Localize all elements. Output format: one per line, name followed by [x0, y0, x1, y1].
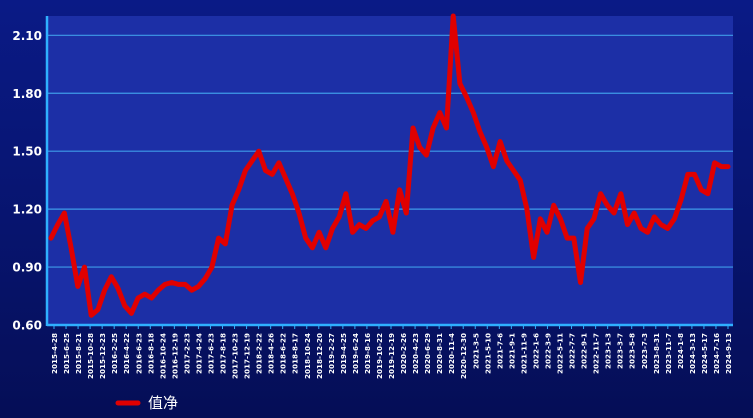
y-tick-labels: 0.60 0.90 1.20 1.50 1.80 2.10 [12, 29, 42, 333]
x-tick-label: 2019-2-27 [327, 333, 336, 374]
x-tick-label: 2019-6-24 [351, 333, 360, 374]
x-tick-label: 2019-8-16 [363, 333, 372, 374]
x-tick-label: 2018-10-24 [303, 333, 312, 379]
x-tick-label: 2021-9-1 [507, 333, 516, 369]
y-tick-label: 0.90 [12, 261, 42, 275]
x-tick-label: 2019-12-19 [387, 333, 396, 379]
x-tick-labels: 2015-4-28 2015-6-25 2015-8-21 2015-10-28 201… [50, 333, 733, 379]
x-tick-label: 2017-4-24 [194, 333, 203, 374]
x-tick-label: 2024-9-13 [724, 333, 733, 374]
x-tick-label: 2023-7-3 [640, 333, 649, 369]
x-tick-label: 2022-5-11 [556, 333, 565, 374]
x-tick-label: 2016-12-19 [170, 333, 179, 379]
x-tick-label: 2015-12-23 [98, 333, 107, 379]
y-tick-label: 1.20 [12, 203, 42, 217]
x-tick-label: 2021-11-9 [519, 333, 528, 374]
x-tick-label: 2016-4-22 [122, 333, 131, 374]
y-tick-label: 2.10 [12, 29, 42, 43]
x-tick-label: 2023-3-7 [616, 333, 625, 369]
x-tick-label: 2020-2-26 [399, 333, 408, 374]
grid-lines [47, 34, 733, 268]
y-tick-label: 1.80 [12, 87, 42, 101]
x-tick-label: 2017-10-23 [231, 333, 240, 379]
y-tick-label: 1.50 [12, 145, 42, 159]
x-tick-label: 2023-11-7 [664, 333, 673, 374]
plot-background [47, 16, 733, 325]
x-tick-label: 2024-1-8 [676, 333, 685, 369]
x-tick-label: 2015-10-28 [86, 333, 95, 379]
x-tick-label: 2018-4-26 [267, 333, 276, 374]
series-line [48, 13, 731, 318]
x-tick-label: 2022-7-7 [568, 333, 577, 369]
x-tick-label: 2021-3-5 [471, 333, 480, 369]
x-tick-label: 2022-9-1 [580, 333, 589, 369]
x-tick-label: 2019-4-25 [339, 333, 348, 374]
plot-area [47, 16, 733, 325]
x-tick-label: 2016-10-24 [158, 333, 167, 379]
x-tick-label: 2016-6-23 [134, 333, 143, 374]
legend: 值净 [115, 394, 178, 412]
x-tick-label: 2020-4-23 [411, 333, 420, 374]
x-tick-label: 2024-3-13 [688, 333, 697, 374]
x-tick-label: 2020-6-29 [423, 333, 432, 374]
x-tick-label: 2020-11-4 [447, 333, 456, 374]
series-lines [48, 13, 731, 318]
x-tick-label: 2024-7-16 [712, 333, 721, 374]
x-tick-label: 2016-8-18 [146, 333, 155, 374]
x-tick-label: 2017-8-18 [219, 333, 228, 374]
legend-label: 值净 [148, 394, 178, 412]
x-tick-label: 2020-12-30 [459, 333, 468, 379]
x-tick-label: 2018-8-17 [291, 333, 300, 374]
x-tick-label: 2019-10-22 [375, 333, 384, 379]
x-tick-label: 2022-1-6 [531, 333, 540, 369]
x-tick-label: 2015-4-28 [50, 333, 59, 374]
x-tick-label: 2023-8-31 [652, 333, 661, 374]
x-tick-label: 2020-8-31 [435, 333, 444, 374]
x-tick-label: 2017-6-23 [206, 333, 215, 374]
x-tick-label: 2023-5-8 [628, 333, 637, 369]
x-tick-label: 2024-5-17 [700, 333, 709, 374]
x-tick-label: 2021-7-6 [495, 333, 504, 369]
x-tick-label: 2017-2-23 [182, 333, 191, 374]
x-tick-label: 2015-8-21 [74, 333, 83, 374]
y-tick-label: 0.60 [12, 319, 42, 333]
axes [45, 16, 733, 329]
x-tick-label: 2017-12-19 [243, 333, 252, 379]
x-tick-label: 2016-2-25 [110, 333, 119, 374]
x-tick-label: 2022-11-7 [592, 333, 601, 374]
x-tick-label: 2018-12-20 [315, 333, 324, 379]
x-tick-label: 2018-2-22 [255, 333, 264, 374]
x-tick-label: 2022-3-9 [543, 333, 552, 369]
x-tick-label: 2023-1-3 [604, 333, 613, 369]
x-tick-label: 2018-6-22 [279, 333, 288, 374]
x-tick-label: 2021-5-10 [483, 333, 492, 374]
x-tick-label: 2015-6-25 [62, 333, 71, 374]
